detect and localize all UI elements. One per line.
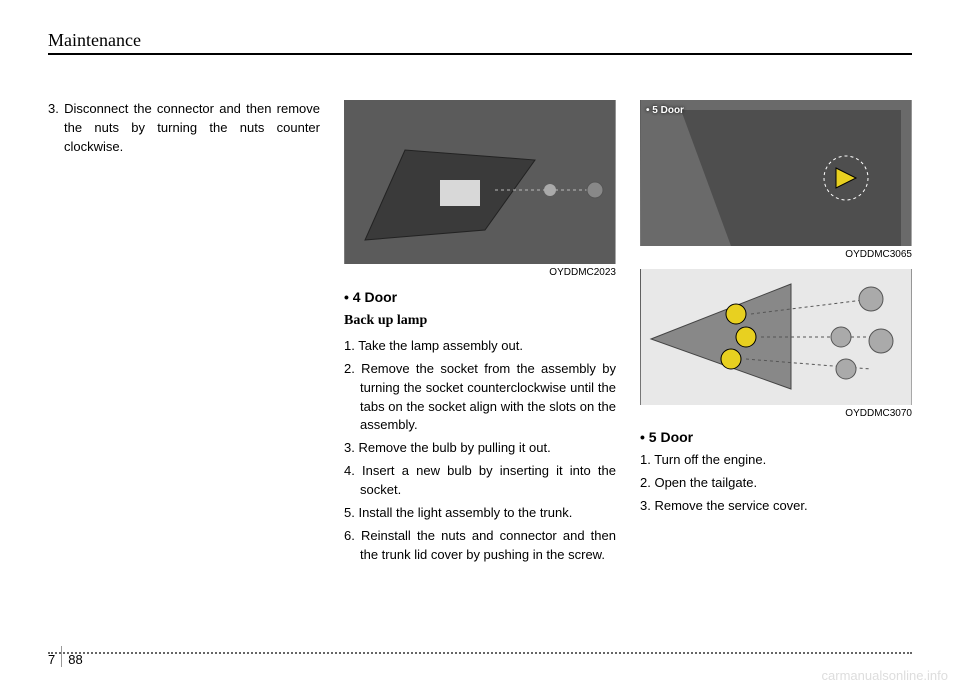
col2-step-1: 1. Take the lamp assembly out. <box>344 337 616 356</box>
chapter-number: 7 <box>48 646 62 667</box>
page-footer: 7 88 <box>48 652 912 667</box>
col2-step-3: 3. Remove the bulb by pulling it out. <box>344 439 616 458</box>
heading-5door: • 5 Door <box>640 427 912 447</box>
col2-step-4: 4. Insert a new bulb by inserting it int… <box>344 462 616 500</box>
page-number: 88 <box>62 646 82 667</box>
figure-5door-sockets: OYDDMC3070 <box>640 269 912 422</box>
column-1: 3. Disconnect the connector and then rem… <box>48 100 320 568</box>
heading-backup-lamp: Back up lamp <box>344 311 616 331</box>
figure-image-placeholder-2: • 5 Door <box>640 100 912 246</box>
col2-step-6: 6. Reinstall the nuts and connector and … <box>344 527 616 565</box>
col3-step-1: 1. Turn off the engine. <box>640 451 912 470</box>
content-columns: 3. Disconnect the connector and then rem… <box>48 100 912 568</box>
figure-caption-2: OYDDMC3065 <box>640 248 912 263</box>
column-3: • 5 Door OYDDMC3065 <box>640 100 912 568</box>
figure-lamp-assembly: OYDDMC2023 <box>344 100 616 281</box>
figure-caption: OYDDMC2023 <box>344 266 616 281</box>
socket-assembly-illustration <box>640 269 912 405</box>
page-number-block: 7 88 <box>48 646 912 667</box>
figure-label-5door: • 5 Door <box>646 104 684 119</box>
step-3-text: 3. Disconnect the connector and then rem… <box>48 100 320 157</box>
column-2: OYDDMC2023 • 4 Door Back up lamp 1. Take… <box>344 100 616 568</box>
lamp-assembly-illustration <box>344 100 616 264</box>
heading-4door: • 4 Door <box>344 287 616 307</box>
col3-step-2: 2. Open the tailgate. <box>640 474 912 493</box>
figure-5door-panel: • 5 Door OYDDMC3065 <box>640 100 912 263</box>
section-title: Maintenance <box>48 30 912 51</box>
col3-step-3: 3. Remove the service cover. <box>640 497 912 516</box>
page-header: Maintenance <box>48 30 912 55</box>
door-panel-illustration <box>640 100 912 246</box>
col2-step-5: 5. Install the light assembly to the tru… <box>344 504 616 523</box>
watermark-text: carmanualsonline.info <box>822 668 948 683</box>
figure-image-placeholder-3 <box>640 269 912 405</box>
figure-image-placeholder <box>344 100 616 264</box>
figure-caption-3: OYDDMC3070 <box>640 407 912 422</box>
col2-step-2: 2. Remove the socket from the assembly b… <box>344 360 616 435</box>
